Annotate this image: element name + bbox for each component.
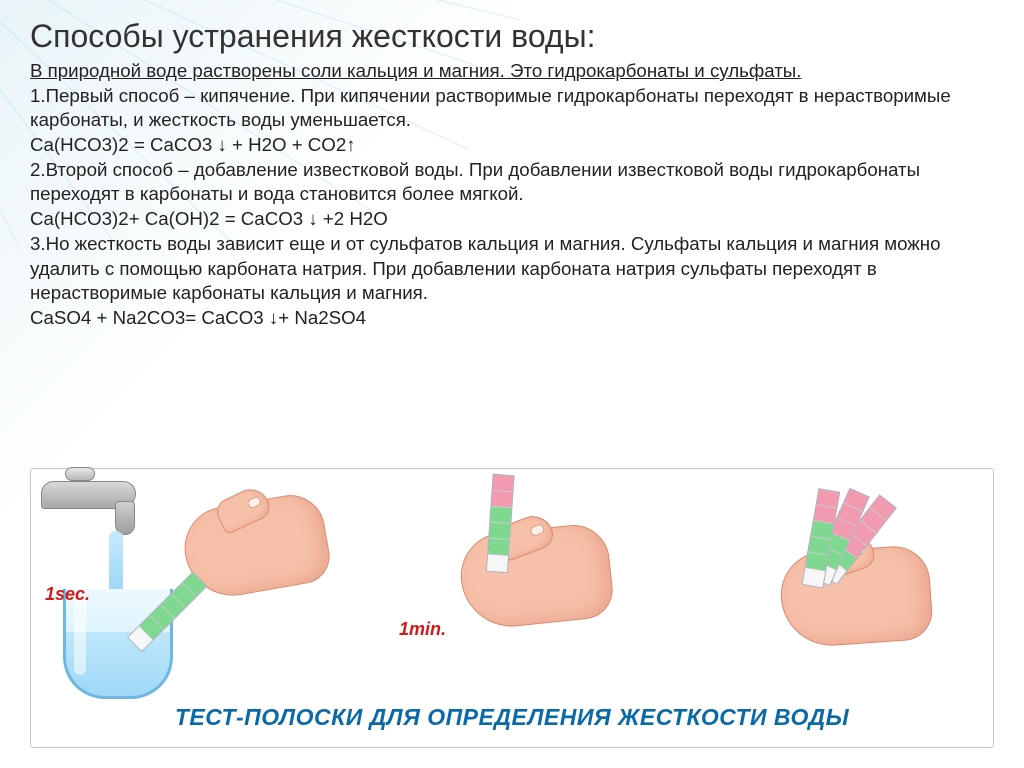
hand-dipping-icon xyxy=(178,490,334,604)
test-strips-illustration: 1sec. 1min. ТЕСТ-ПОЛОСКИ ДЛЯ ОПРЕДЕЛЕНИЯ… xyxy=(30,468,994,748)
time-label-1sec: 1sec. xyxy=(45,584,90,605)
equation-3: CaSO4 + Na2CO3= CaCO3 ↓+ Na2SO4 xyxy=(30,307,366,328)
hand-results-icon xyxy=(778,544,934,649)
water-glass-icon xyxy=(63,589,173,699)
hand-waiting-icon xyxy=(456,521,615,631)
equation-1: Ca(HCO3)2 = CaCO3 ↓ + H2O + CO2↑ xyxy=(30,134,356,155)
faucet-icon xyxy=(41,471,161,561)
illustration-caption: ТЕСТ-ПОЛОСКИ ДЛЯ ОПРЕДЕЛЕНИЯ ЖЕСТКОСТИ В… xyxy=(31,704,993,731)
method-2-text: 2.Второй способ – добавление известковой… xyxy=(30,159,920,205)
intro-line: В природной воде растворены соли кальция… xyxy=(30,60,801,81)
slide-body: В природной воде растворены соли кальция… xyxy=(30,59,994,331)
equation-2: Ca(HCO3)2+ Ca(OH)2 = CaCO3 ↓ +2 H2O xyxy=(30,208,388,229)
method-3-text: 3.Но жесткость воды зависит еще и от сул… xyxy=(30,233,941,303)
method-1-text: 1.Первый способ – кипячение. При кипячен… xyxy=(30,85,951,131)
time-label-1min: 1min. xyxy=(399,619,446,640)
slide-title: Способы устранения жесткости воды: xyxy=(30,18,994,55)
slide-content: Способы устранения жесткости воды: В при… xyxy=(0,0,1024,341)
